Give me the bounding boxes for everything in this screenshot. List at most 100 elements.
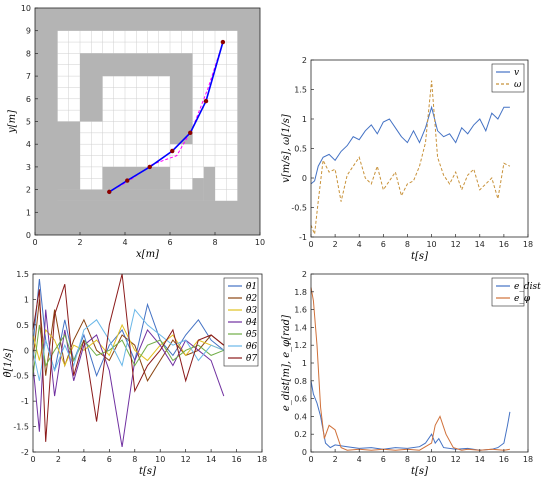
x-axis-label: x[m] <box>136 249 159 260</box>
y-axis-label: θ̇[1/s] <box>3 349 14 378</box>
x-tick-label: 0 <box>32 238 37 247</box>
y-tick-label: 0.5 <box>294 145 307 154</box>
x-tick-label: 14 <box>206 455 216 464</box>
obstacle <box>203 166 215 201</box>
y-tick-label: 10 <box>21 4 31 13</box>
axes-frame <box>34 7 261 236</box>
x-tick-label: 10 <box>255 238 265 247</box>
x-tick-label: 2 <box>56 455 61 464</box>
x-tick-label: 14 <box>475 455 485 464</box>
robot-pose-marker <box>188 130 193 136</box>
x-tick-label: 12 <box>181 455 191 464</box>
y-tick-label: 4 <box>26 140 31 149</box>
y-tick-label: 1.8 <box>294 288 307 297</box>
robot-pose-marker <box>170 148 175 154</box>
y-tick-label: 7 <box>26 72 31 81</box>
y-tick-label: 1.2 <box>294 341 307 350</box>
y-tick-label: 1.4 <box>294 323 307 332</box>
y-axis-label: y[m] <box>7 110 18 134</box>
legend-entry: θ̇3 <box>246 306 257 316</box>
x-tick-label: 4 <box>122 238 127 247</box>
y-tick-label: 1 <box>302 115 307 124</box>
x-tick-label: 8 <box>405 240 410 249</box>
series-line <box>310 105 510 185</box>
legend-entry: θ̇5 <box>246 330 257 340</box>
series-line <box>310 287 510 451</box>
x-tick-label: 10 <box>155 455 165 464</box>
x-tick-label: 6 <box>381 455 386 464</box>
line-panel-3: 0 2 4 6 8 10 12 14 16 18 0 0.2 0.4 0.6 0.8 1 1.2 1.4 1.6 1.… <box>281 270 541 477</box>
y-tick-label: -0.5 <box>13 372 29 381</box>
x-tick-label: 14 <box>475 240 485 249</box>
legend-entry: θ̇2 <box>246 294 257 304</box>
legend-entry: e_φ <box>514 294 531 304</box>
obstacle <box>35 200 260 235</box>
series-line <box>32 299 225 382</box>
y-tick-label: -1 <box>299 233 307 242</box>
axes-frame <box>310 59 529 238</box>
y-tick-label: -0.5 <box>291 204 307 213</box>
axes-frame <box>310 273 529 453</box>
x-tick-label: 6 <box>381 240 386 249</box>
y-tick-label: 0 <box>302 448 307 457</box>
robot-pose-marker <box>220 39 226 45</box>
x-tick-label: 0 <box>308 240 313 249</box>
x-tick-label: 18 <box>523 455 533 464</box>
y-tick-label: 2 <box>302 270 307 279</box>
y-tick-label: -1.5 <box>13 423 29 432</box>
x-tick-label: 18 <box>523 240 533 249</box>
y-tick-label: 1 <box>302 359 307 368</box>
x-tick-label: 8 <box>405 455 410 464</box>
x-axis-label: t[s] <box>411 251 428 262</box>
x-tick-label: 16 <box>499 455 509 464</box>
y-tick-label: 0.4 <box>294 412 307 421</box>
series-line <box>310 80 511 235</box>
obstacle <box>80 53 103 122</box>
y-tick-label: 1.6 <box>294 306 307 315</box>
x-axis-label: t[s] <box>139 466 156 477</box>
reference-path <box>108 41 224 193</box>
y-tick-label: 0.8 <box>294 377 307 386</box>
x-tick-label: 4 <box>357 455 362 464</box>
legend-entry: e_dist <box>514 282 541 292</box>
y-tick-label: 5 <box>26 118 31 127</box>
robot-pose-marker <box>107 189 112 195</box>
x-tick-label: 10 <box>426 455 436 464</box>
line-panel-2: 0 2 4 6 8 10 12 14 16 18 -2 -1.5 -1 -0.5 0 0.5 1 1.5 t[s] θ… <box>3 270 267 477</box>
y-tick-label: 6 <box>26 95 31 104</box>
robot-pose-marker <box>125 178 130 183</box>
y-axis-label: v[m/s], ω[1/s] <box>281 114 292 183</box>
y-tick-label: 1 <box>26 208 31 217</box>
legend-entry: θ̇7 <box>246 354 257 364</box>
y-tick-label: 2 <box>302 56 307 65</box>
y-tick-label: -1 <box>21 397 29 406</box>
obstacle <box>192 178 204 201</box>
y-tick-label: 0.6 <box>294 395 307 404</box>
x-tick-label: 6 <box>167 238 172 247</box>
x-tick-label: 0 <box>308 455 313 464</box>
y-tick-label: 9 <box>26 27 31 36</box>
x-tick-label: 18 <box>257 455 267 464</box>
x-tick-label: 16 <box>499 240 509 249</box>
y-tick-label: -2 <box>21 448 29 457</box>
x-tick-label: 6 <box>107 455 112 464</box>
y-tick-label: 0 <box>26 231 31 240</box>
y-axis-label: e_dist[m], e_φ[rad] <box>281 315 292 411</box>
y-tick-label: 0.5 <box>16 321 29 330</box>
y-tick-label: 2 <box>26 186 31 195</box>
x-tick-label: 8 <box>212 238 217 247</box>
legend-entry: θ̇1 <box>246 282 257 292</box>
x-axis-label: t[s] <box>411 466 428 477</box>
obstacle <box>80 53 193 77</box>
series-line <box>32 309 225 447</box>
legend-box <box>491 63 525 93</box>
x-tick-label: 12 <box>451 455 461 464</box>
x-tick-label: 2 <box>333 240 338 249</box>
series-line <box>32 273 225 442</box>
y-tick-label: 1.5 <box>294 86 307 95</box>
obstacle <box>35 8 58 235</box>
y-tick-label: 0 <box>302 174 307 183</box>
y-tick-label: 1 <box>24 295 29 304</box>
line-panel-1: 0 2 4 6 8 10 12 14 16 18 -1 -0.5 0 0.5 1 1.5 2 t[s] v[m/s]… <box>281 56 533 262</box>
